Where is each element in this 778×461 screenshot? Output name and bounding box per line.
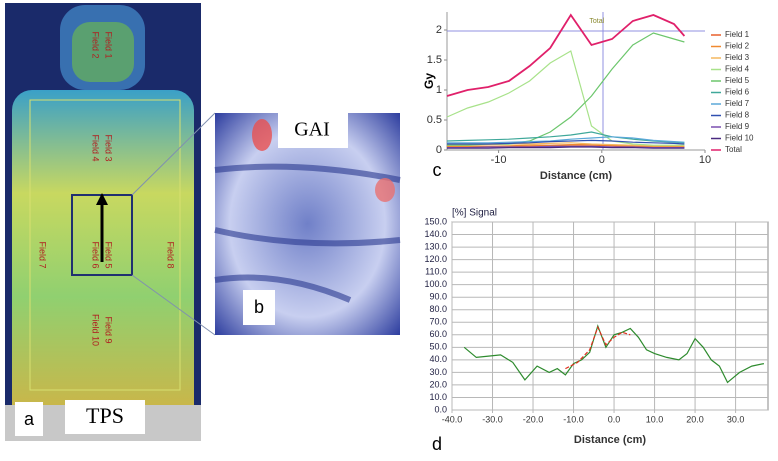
line-series (463, 324, 765, 384)
line-series (447, 32, 685, 146)
x-tick-label: -10 (491, 154, 507, 166)
y-tick-label: 40.0 (429, 354, 447, 364)
panel-letter: c (433, 160, 442, 180)
x-tick-label: -30.0 (482, 414, 503, 424)
y-tick-label: 110.0 (425, 267, 447, 277)
panel-caption: GAI (294, 119, 330, 141)
field-label: Field 9 (104, 316, 114, 343)
panel-caption: TPS (86, 403, 124, 428)
legend-label: Field 3 (725, 53, 750, 62)
y-axis-title: Gy (422, 73, 436, 89)
x-tick-label: 10 (699, 154, 711, 166)
x-axis-title: Distance (cm) (574, 434, 646, 446)
y-tick-label: 120.0 (424, 254, 447, 264)
field-label: Field 7 (38, 241, 48, 268)
line-series (565, 325, 631, 370)
y-tick-label: 60.0 (429, 329, 447, 339)
legend-label: Field 8 (725, 111, 750, 120)
plot-area (451, 221, 769, 411)
y-tick-label: 80.0 (429, 304, 447, 314)
y-tick-label: 1 (436, 84, 442, 96)
x-tick-label: 10.0 (646, 414, 664, 424)
chart-title: [%] Signal (452, 208, 497, 219)
annotation: Total (589, 18, 604, 25)
y-tick-label: 0.0 (434, 404, 447, 414)
x-tick-label: -20.0 (523, 414, 544, 424)
y-tick-label: 20.0 (429, 379, 447, 389)
y-tick-label: 10.0 (429, 392, 447, 402)
legend-label: Total (725, 145, 742, 154)
field-label: Field 10 (91, 314, 101, 346)
y-tick-label: 100.0 (424, 279, 447, 289)
y-tick-label: 150.0 (424, 216, 447, 226)
y-tick-label: 0.5 (427, 114, 442, 126)
y-tick-label: 30.0 (429, 367, 447, 377)
y-tick-label: 90.0 (429, 292, 447, 302)
legend-label: Field 2 (725, 42, 750, 51)
field-label: Field 5 (104, 241, 114, 268)
x-tick-label: 20.0 (686, 414, 704, 424)
legend-label: Field 5 (725, 76, 750, 85)
legend-label: Field 10 (725, 134, 754, 143)
panel-a-image (5, 3, 216, 441)
y-tick-label: 50.0 (429, 342, 447, 352)
x-tick-label: 30.0 (727, 414, 745, 424)
y-tick-label: 70.0 (429, 317, 447, 327)
field-label: Field 8 (166, 241, 176, 268)
y-tick-label: 130.0 (424, 241, 447, 251)
x-tick-label: 0 (599, 154, 605, 166)
line-series (447, 146, 685, 149)
field-label: Field 3 (104, 134, 114, 161)
field-label: Field 2 (91, 31, 101, 58)
line-series (447, 139, 685, 145)
panel-letter: b (254, 297, 264, 317)
legend-label: Field 4 (725, 65, 750, 74)
panel-letter: d (432, 434, 442, 454)
panel-letter: a (24, 409, 35, 429)
legend-label: Field 7 (725, 99, 750, 108)
y-tick-label: 1.5 (427, 54, 442, 66)
field-label: Field 6 (91, 241, 101, 268)
legend-label: Field 6 (725, 88, 750, 97)
line-series (446, 50, 685, 146)
field-label: Field 4 (91, 134, 101, 161)
x-axis-title: Distance (cm) (540, 170, 612, 182)
legend-label: Field 1 (725, 30, 750, 39)
field-label: Field 1 (104, 31, 114, 58)
line-series (447, 136, 685, 144)
y-tick-label: 2 (436, 24, 442, 36)
y-tick-label: 0 (436, 144, 442, 156)
y-tick-label: 140.0 (424, 229, 447, 239)
panel-b-image (214, 113, 401, 335)
x-tick-label: -40.0 (442, 414, 463, 424)
line-series (446, 13, 686, 97)
x-tick-label: 0.0 (608, 414, 621, 424)
x-tick-label: -10.0 (563, 414, 584, 424)
legend-label: Field 9 (725, 122, 750, 131)
